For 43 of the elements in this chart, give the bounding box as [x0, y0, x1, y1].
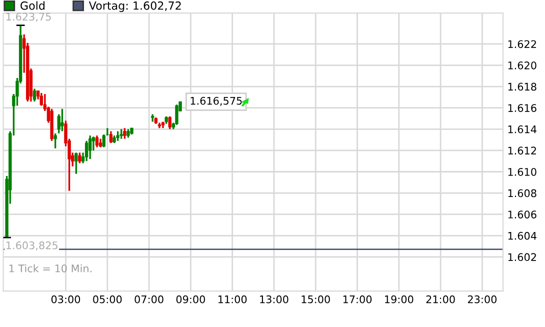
candlestick: [40, 92, 43, 107]
annotation: 1.603,825: [6, 241, 58, 250]
candlestick: [109, 130, 113, 144]
legend-label: Gold: [20, 1, 44, 10]
y-tick-label: 1.612: [508, 146, 536, 155]
x-tick-label: 17:00: [343, 295, 372, 304]
annotation: 1.623,75: [6, 12, 51, 22]
candlestick: [123, 127, 126, 140]
x-tick-label: 11:00: [218, 295, 247, 304]
x-tick-label: 15:00: [302, 295, 330, 304]
y-tick-label: 1.616: [508, 104, 536, 112]
y-tick-label: 1.610: [508, 168, 536, 176]
y-tick-label: 1.608: [508, 189, 536, 198]
x-tick-label: 07:00: [134, 295, 164, 304]
annotation: 1 Tick = 10 Min.: [9, 264, 92, 272]
y-tick-label: 1.622: [508, 40, 536, 48]
candlestick: [175, 104, 178, 126]
x-tick-label: 23:00: [468, 295, 497, 304]
x-tick-label: 13:00: [260, 295, 288, 304]
candlestick: [54, 132, 57, 150]
x-tick-label: 05:00: [93, 295, 122, 304]
candlestick: [120, 128, 123, 140]
x-tick-label: 19:00: [385, 295, 414, 304]
x-tick-label: 21:00: [426, 295, 455, 304]
x-tick-label: 09:00: [176, 295, 205, 304]
annotation: 1.616,575: [190, 96, 242, 106]
y-tick-label: 1.602: [508, 253, 536, 262]
y-tick-label: 1.604: [508, 232, 536, 240]
candlestick: [32, 88, 36, 102]
legend-label: Vortag: 1.602,72: [88, 1, 181, 12]
candlestick: [78, 152, 82, 164]
candlestick: [74, 152, 78, 175]
candlestick: [168, 116, 172, 130]
candlestick: [57, 113, 60, 134]
candlestick: [116, 130, 120, 142]
y-tick-label: 1.618: [508, 82, 536, 91]
x-tick-label: 03:00: [51, 295, 80, 304]
y-tick-label: 1.614: [508, 125, 536, 134]
y-tick-label: 1.620: [508, 61, 536, 70]
y-tick-label: 1.606: [508, 210, 536, 218]
candlestick: [60, 108, 64, 132]
candlestick: [88, 134, 92, 160]
candlestick: [95, 134, 99, 148]
